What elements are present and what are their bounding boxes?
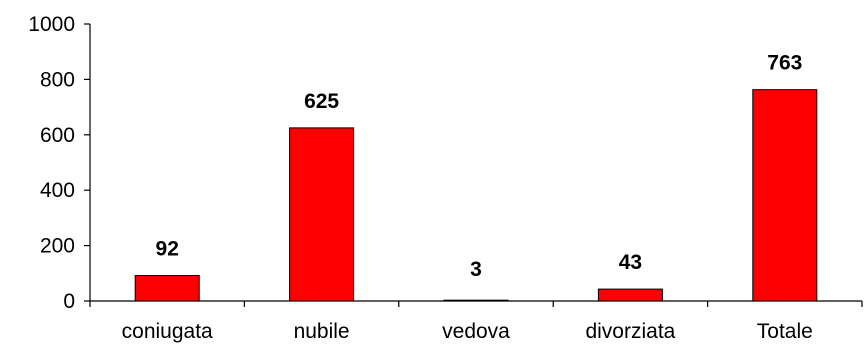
y-axis-ticks: 0 200 400 600 800 1000 (28, 13, 90, 313)
y-tick-label: 600 (40, 124, 75, 147)
category-label: Totale (757, 320, 813, 343)
data-label: 763 (767, 52, 802, 75)
category-label: nubile (294, 320, 350, 343)
bar-vedova (443, 299, 509, 302)
category-labels-group: coniugata nubile vedova divorziata Totale (122, 320, 813, 343)
y-tick-label: 1000 (28, 13, 75, 36)
bar-divorziata (597, 288, 663, 302)
data-label: 43 (619, 251, 642, 274)
x-axis-ticks (89, 301, 863, 307)
bar-totale (752, 89, 818, 302)
data-label: 92 (156, 238, 179, 261)
category-label: vedova (442, 320, 510, 343)
bar-coniugata (134, 275, 200, 302)
y-tick-label: 0 (63, 290, 75, 313)
bar-nubile (289, 127, 355, 302)
category-label: divorziata (585, 320, 675, 343)
bars-group (134, 89, 818, 302)
category-label: coniugata (122, 320, 213, 343)
y-tick-label: 200 (40, 235, 75, 258)
data-label: 3 (470, 258, 482, 281)
y-tick-label: 800 (40, 68, 75, 91)
y-tick-label: 400 (40, 179, 75, 202)
data-labels-group: 92 625 3 43 763 (156, 52, 803, 281)
data-label: 625 (304, 90, 339, 113)
